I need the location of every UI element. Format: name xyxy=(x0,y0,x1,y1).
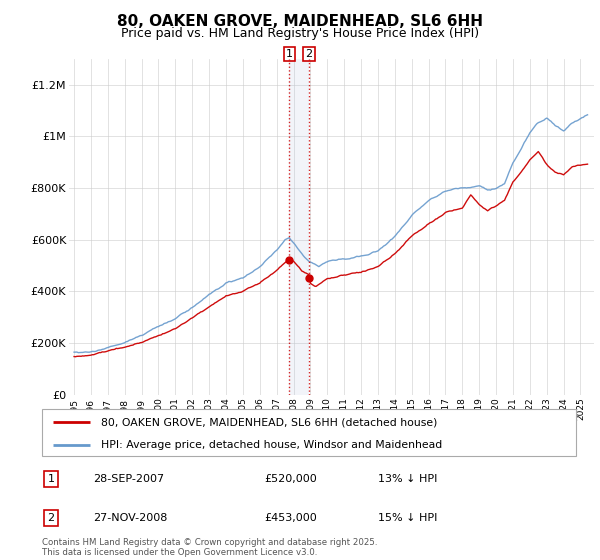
Text: 15% ↓ HPI: 15% ↓ HPI xyxy=(378,513,437,523)
FancyBboxPatch shape xyxy=(42,409,576,456)
Text: 80, OAKEN GROVE, MAIDENHEAD, SL6 6HH (detached house): 80, OAKEN GROVE, MAIDENHEAD, SL6 6HH (de… xyxy=(101,417,437,427)
Text: 1: 1 xyxy=(47,474,55,484)
Text: £520,000: £520,000 xyxy=(264,474,317,484)
Text: 2: 2 xyxy=(47,513,55,523)
Text: 28-SEP-2007: 28-SEP-2007 xyxy=(93,474,164,484)
Text: 27-NOV-2008: 27-NOV-2008 xyxy=(93,513,167,523)
Text: Contains HM Land Registry data © Crown copyright and database right 2025.
This d: Contains HM Land Registry data © Crown c… xyxy=(42,538,377,557)
Text: Price paid vs. HM Land Registry's House Price Index (HPI): Price paid vs. HM Land Registry's House … xyxy=(121,27,479,40)
Text: 1: 1 xyxy=(286,49,293,59)
Text: 80, OAKEN GROVE, MAIDENHEAD, SL6 6HH: 80, OAKEN GROVE, MAIDENHEAD, SL6 6HH xyxy=(117,14,483,29)
Text: £453,000: £453,000 xyxy=(264,513,317,523)
Bar xyxy=(289,59,309,395)
Text: 2: 2 xyxy=(305,49,313,59)
Text: 13% ↓ HPI: 13% ↓ HPI xyxy=(378,474,437,484)
Text: HPI: Average price, detached house, Windsor and Maidenhead: HPI: Average price, detached house, Wind… xyxy=(101,440,442,450)
